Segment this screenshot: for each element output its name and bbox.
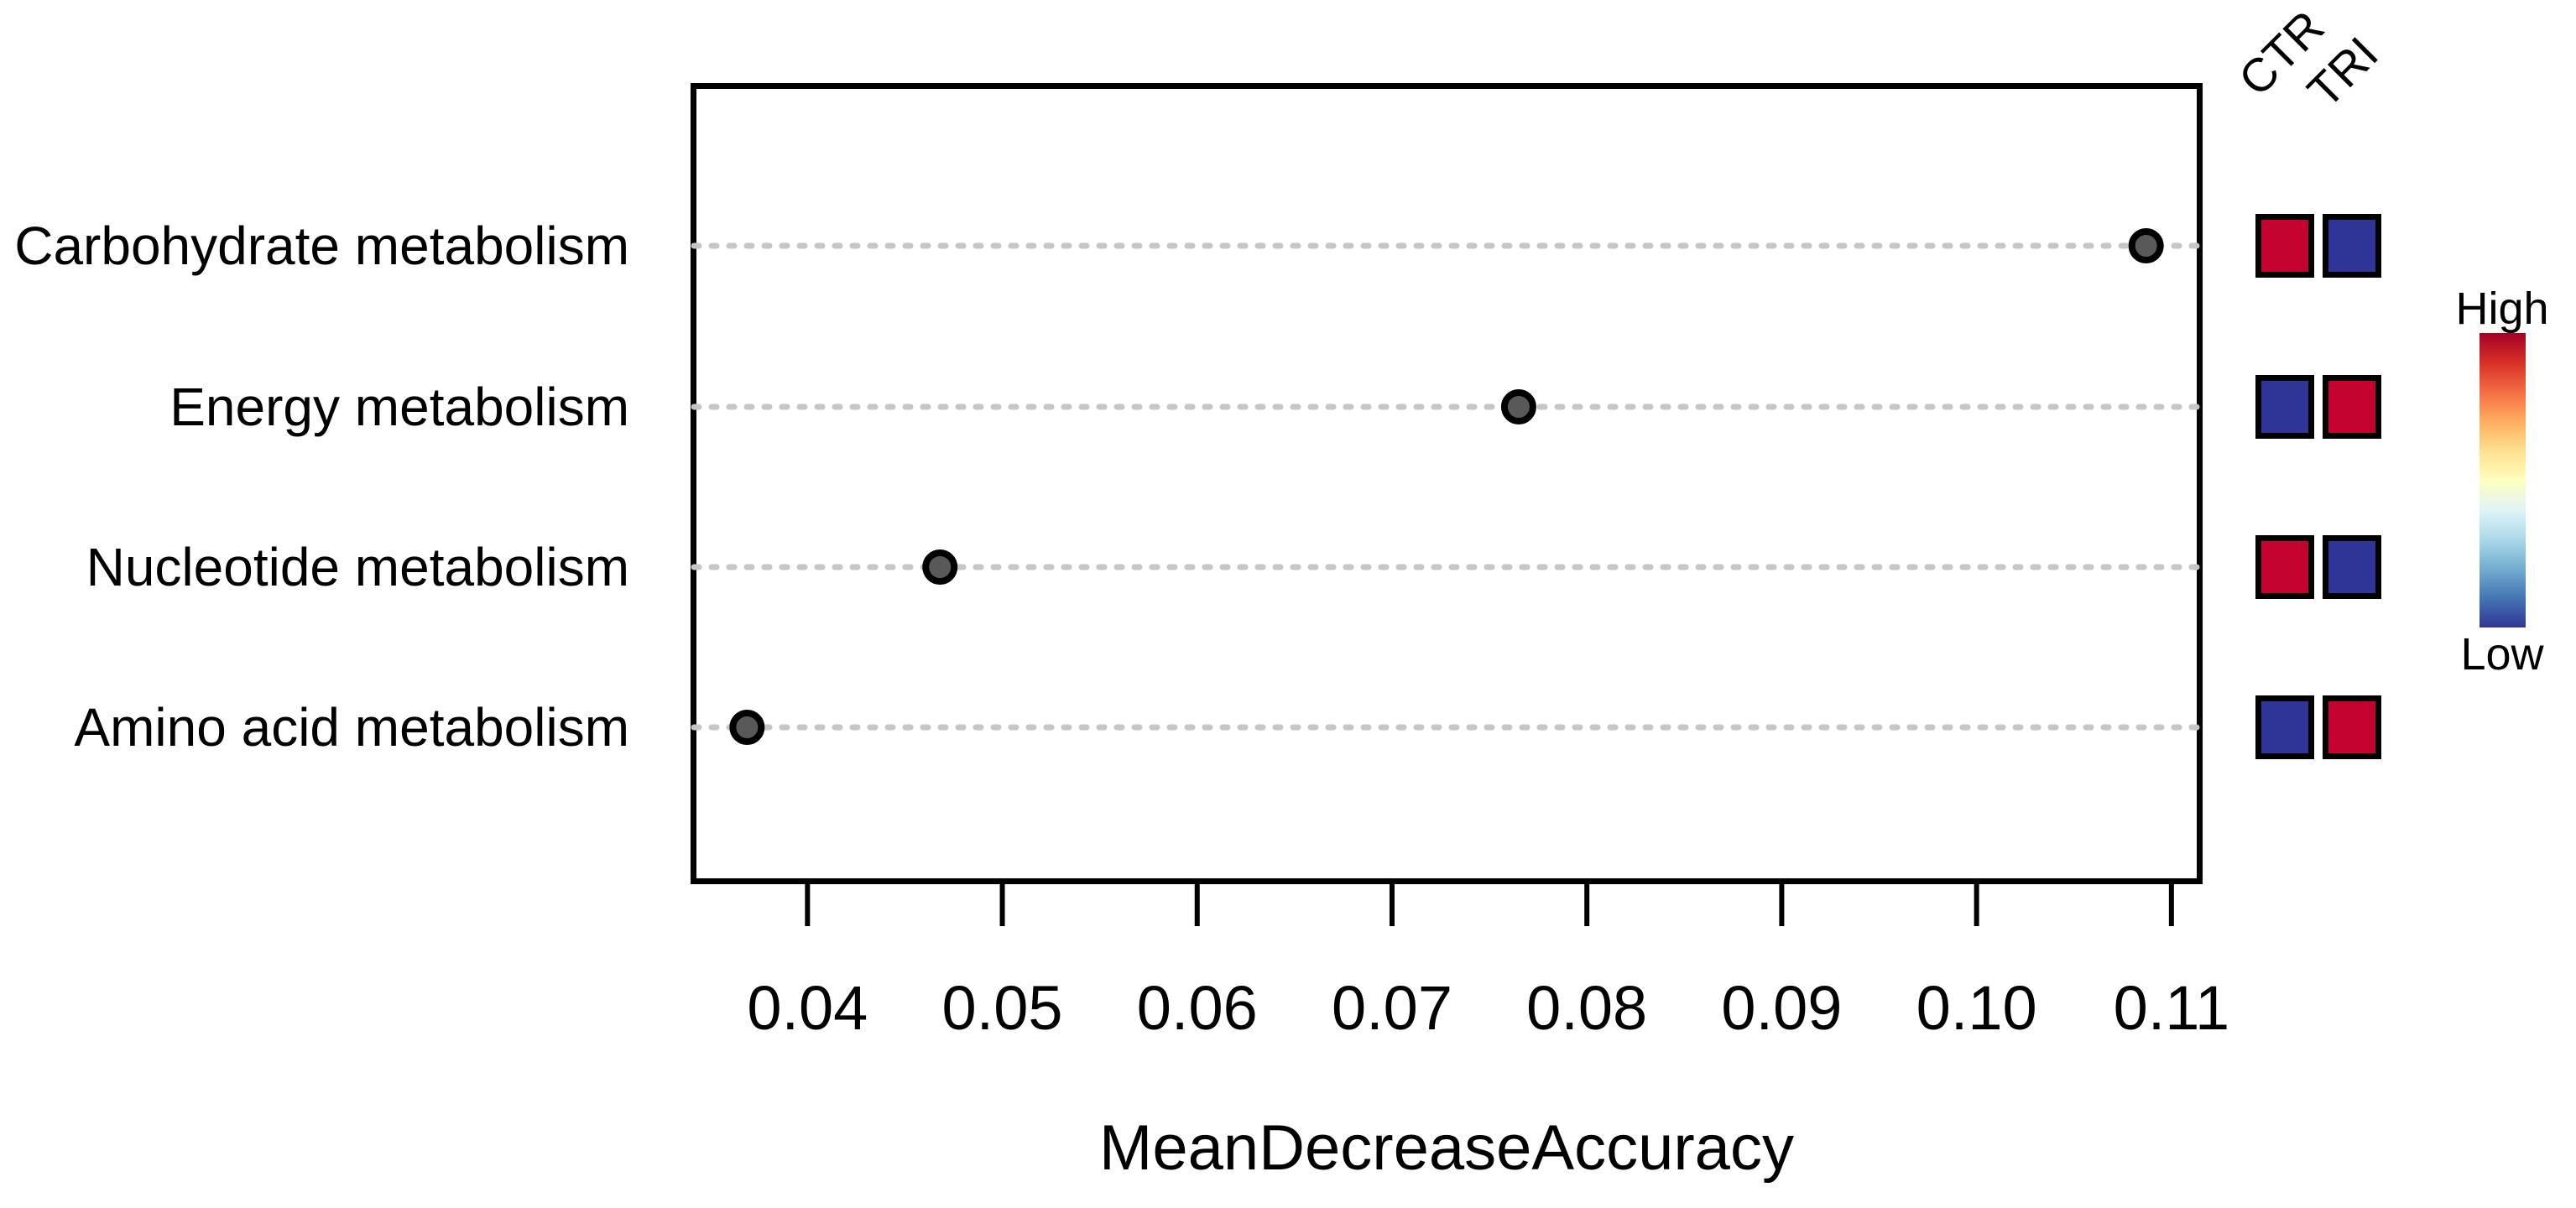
x-tick-label: 0.10 <box>1916 973 2037 1043</box>
x-tick-label: 0.08 <box>1526 973 1648 1043</box>
colorbar-low-label: Low <box>2460 629 2544 680</box>
colorbar-high-label: High <box>2455 284 2549 334</box>
heatmap-cell-ctr-low <box>2255 375 2314 439</box>
category-label: Amino acid metabolism <box>74 697 629 758</box>
data-point <box>1500 389 1536 424</box>
heatmap-cell-ctr-low <box>2255 695 2314 759</box>
data-point <box>2128 228 2164 263</box>
plot-border <box>691 83 2203 884</box>
gridlines-group <box>691 242 2203 731</box>
data-point <box>729 710 765 745</box>
data-points-group <box>729 228 2164 745</box>
heatmap-cell-tri-low <box>2323 535 2381 599</box>
heatmap-cell-ctr-high <box>2255 214 2314 278</box>
data-point <box>922 549 958 585</box>
x-tick-label: 0.11 <box>2113 973 2230 1043</box>
heatmap-cell-tri-high <box>2323 695 2381 759</box>
x-tick-label: 0.05 <box>941 973 1063 1043</box>
category-label: Carbohydrate metabolism <box>14 216 629 276</box>
colorbar-gradient <box>2480 333 2526 627</box>
x-tick-label: 0.09 <box>1721 973 1843 1043</box>
x-axis-title: MeanDecreaseAccuracy <box>1099 1112 1794 1184</box>
x-tick-label: 0.06 <box>1136 973 1258 1043</box>
x-tick-label: 0.07 <box>1331 973 1452 1043</box>
heatmap-cell-tri-low <box>2323 214 2381 278</box>
category-label: Energy metabolism <box>169 377 629 437</box>
heatmap-cell-tri-high <box>2323 375 2381 439</box>
x-tick-label: 0.04 <box>747 973 868 1043</box>
x-tickmarks-group <box>805 884 2174 926</box>
category-label: Nucleotide metabolism <box>86 537 629 597</box>
heatmap-cell-ctr-high <box>2255 535 2314 599</box>
